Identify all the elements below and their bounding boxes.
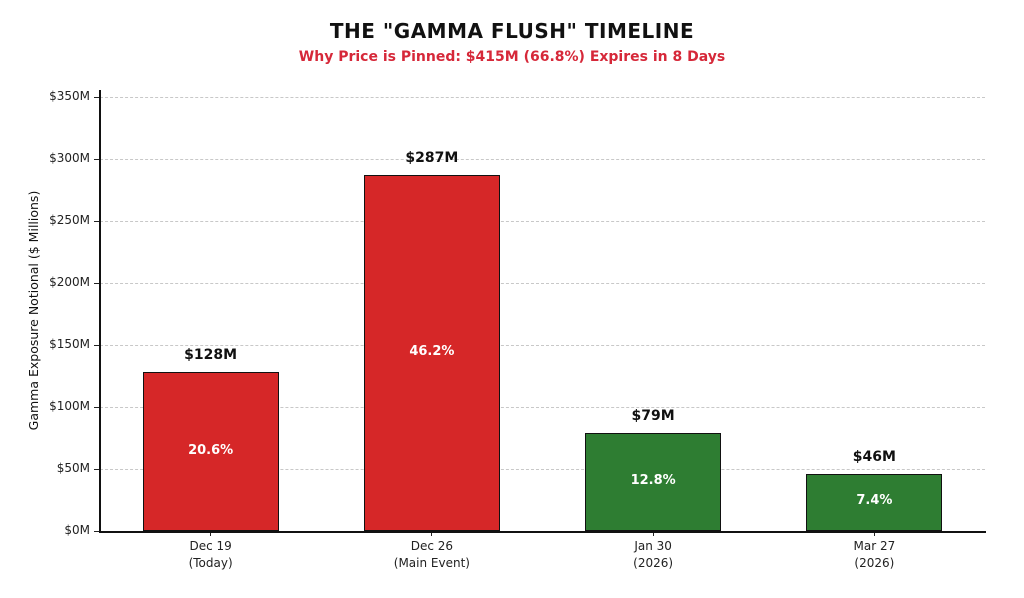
y-tick-mark: [94, 96, 100, 98]
bar-percent-label: 12.8%: [630, 473, 676, 489]
y-tick-label: $200M: [49, 275, 90, 289]
x-tick-label: Dec 19 (Today): [188, 539, 233, 570]
gridline: [100, 468, 985, 470]
x-axis-spine: [99, 531, 986, 533]
x-tick-label: Jan 30 (2026): [633, 539, 674, 570]
bar-dec-26: [363, 175, 500, 531]
x-tick-mark: [431, 531, 433, 536]
bar-value-label: $128M: [184, 347, 238, 364]
bar-percent-label: 7.4%: [856, 493, 893, 509]
gridline: [100, 406, 985, 408]
x-tick-label: Dec 26 (Main Event): [393, 539, 470, 570]
y-tick-label: $100M: [49, 399, 90, 413]
gridline: [100, 344, 985, 346]
y-tick-mark: [94, 158, 100, 160]
x-tick-mark: [210, 531, 212, 536]
bar-jan-30: [585, 433, 722, 531]
y-tick-mark: [94, 468, 100, 470]
bar-percent-label: 20.6%: [188, 442, 234, 458]
bar-mar-27: [806, 473, 943, 531]
y-tick-mark: [94, 220, 100, 222]
bar-value-label: $79M: [631, 408, 675, 425]
bar-value-label: $46M: [852, 448, 896, 465]
bar-percent-label: 46.2%: [409, 344, 455, 360]
y-tick-label: $300M: [49, 151, 90, 165]
bar-dec-19: [142, 372, 279, 531]
chart-subtitle: Why Price is Pinned: $415M (66.8%) Expir…: [298, 49, 726, 65]
x-tick-label: Mar 27 (2026): [853, 539, 896, 570]
x-tick-mark: [652, 531, 654, 536]
y-axis-spine: [99, 90, 101, 531]
y-tick-mark: [94, 282, 100, 284]
y-tick-label: $250M: [49, 213, 90, 227]
y-tick-mark: [94, 344, 100, 346]
gridline: [100, 220, 985, 222]
y-tick-label: $50M: [56, 461, 90, 475]
y-tick-label: $350M: [49, 89, 90, 103]
chart-title: THE "GAMMA FLUSH" TIMELINE: [329, 19, 695, 43]
y-tick-label: $150M: [49, 337, 90, 351]
y-tick-mark: [94, 406, 100, 408]
y-tick-mark: [94, 530, 100, 532]
gridline: [100, 96, 985, 98]
bar-value-label: $287M: [405, 150, 459, 167]
x-tick-mark: [873, 531, 875, 536]
y-tick-label: $0M: [64, 523, 90, 537]
gridline: [100, 158, 985, 160]
gridline: [100, 282, 985, 284]
